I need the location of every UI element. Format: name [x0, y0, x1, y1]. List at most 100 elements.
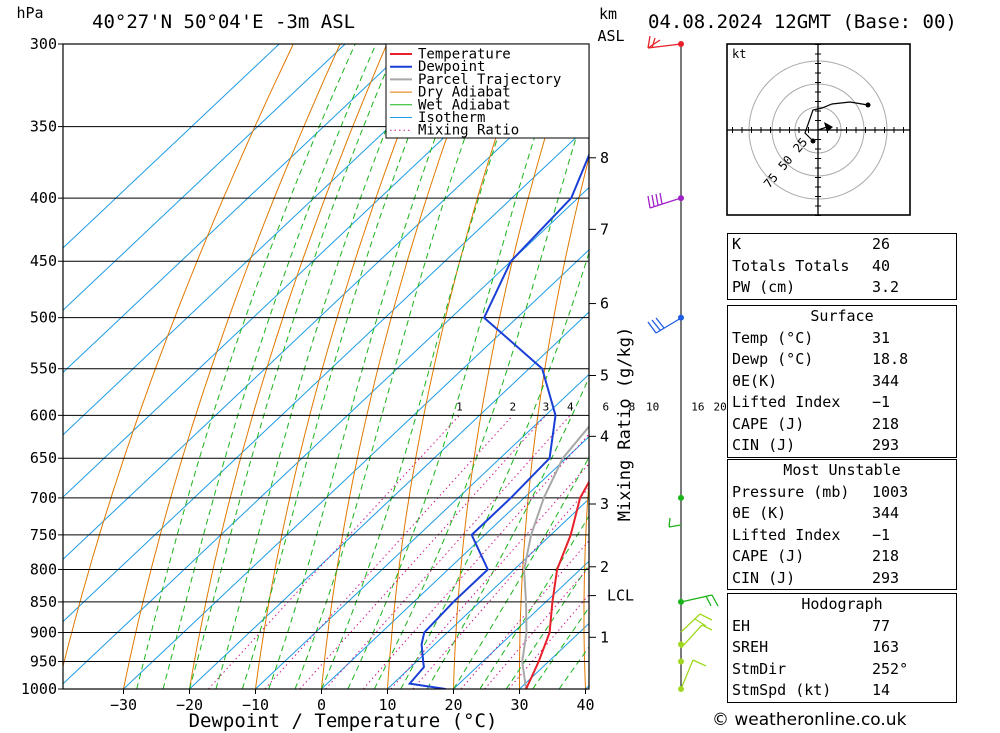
param-value: 293 — [872, 436, 900, 454]
hpa-label: hPa — [16, 4, 43, 22]
param-row: StmDir 252° — [728, 659, 956, 681]
param-label: Lifted Index — [732, 525, 841, 544]
legend-label: Dewpoint — [418, 59, 485, 75]
mixing-ratio-line — [460, 539, 589, 689]
legend-label: Temperature — [418, 47, 511, 63]
height-tick-label: 8 — [600, 149, 609, 167]
mixing-ratio-axis-title: Mixing Ratio (g/kg) — [615, 327, 635, 521]
mixing-ratio-value-label: 2 — [510, 400, 517, 413]
param-label: θE (K) — [732, 504, 787, 522]
hodograph-point — [865, 102, 871, 108]
param-value: 77 — [872, 616, 891, 635]
height-tick-label: 7 — [600, 220, 609, 238]
height-tick-label: 6 — [600, 295, 609, 313]
isotherm-line — [63, 44, 412, 374]
temperature-tick-label: 30 — [510, 696, 528, 714]
wind-barb — [647, 35, 682, 49]
mixing-ratio-line — [299, 414, 547, 689]
wet-adiabat-line — [189, 44, 398, 689]
param-row: K 26 — [728, 234, 956, 256]
pressure-tick-label: 350 — [30, 118, 57, 136]
param-row: CAPE (J) 218 — [728, 414, 956, 436]
param-value: 344 — [872, 371, 900, 390]
temperature-tick-label: −10 — [242, 696, 269, 714]
isotherm-line — [63, 44, 544, 498]
isotherm-line — [453, 560, 589, 689]
hodograph-point — [810, 138, 816, 144]
param-value: 31 — [872, 328, 891, 347]
hodograph-params-title: Hodograph — [801, 595, 883, 613]
wind-profile — [647, 35, 719, 692]
mixing-ratio-line — [362, 433, 589, 689]
mixing-ratio-value-label: 20 — [713, 400, 726, 413]
param-label: Pressure (mb) — [732, 482, 850, 501]
param-row: PW (cm) 3.2 — [728, 277, 956, 299]
mixing-ratio-line — [325, 414, 571, 689]
wet-adiabat-line — [532, 606, 589, 689]
param-label: θE(K) — [732, 371, 778, 390]
x-axis-title: Dewpoint / Temperature (°C) — [189, 710, 498, 732]
temperature-axis-labels: −30 −20 −10 0 10 20 30 40 — [110, 689, 595, 714]
dry-adiabat-line — [189, 44, 388, 689]
wet-adiabat-line — [215, 44, 421, 689]
height-axis-labels: 1 2 3 4 5 6 7 8 LCL — [589, 149, 634, 646]
wet-adiabat-line — [400, 251, 589, 689]
param-value: 218 — [872, 547, 900, 565]
isotherm-line — [63, 186, 589, 685]
param-value: −1 — [872, 393, 891, 411]
param-row: CIN (J) 293 — [728, 435, 956, 457]
wind-level-dot — [678, 658, 684, 665]
pressure-tick-label: 950 — [30, 653, 57, 671]
dry-adiabat-line — [985, 44, 1000, 689]
param-label: Totals Totals — [732, 256, 850, 275]
pressure-tick-label: 300 — [30, 35, 57, 53]
wind-barb — [680, 594, 719, 607]
pressure-tick-label: 650 — [30, 449, 57, 467]
param-value: 40 — [872, 256, 891, 275]
height-tick-label: 4 — [600, 427, 609, 445]
height-tick-label: 3 — [600, 495, 609, 513]
legend-label: Mixing Ratio — [418, 123, 519, 139]
param-label: Temp (°C) — [732, 328, 814, 347]
param-value: 293 — [872, 568, 900, 587]
credit-text: © weatheronline.co.uk — [712, 710, 907, 730]
location-title: 40°27'N 50°04'E -3m ASL — [92, 11, 355, 33]
pressure-tick-label: 800 — [30, 560, 57, 578]
parcel-trajectory-line — [521, 425, 589, 689]
most-unstable-panel: Most Unstable Pressure (mb) 1003 θE (K) 344… — [727, 459, 957, 590]
mixing-ratio-labels: 12346810162025 — [456, 400, 749, 413]
hodograph-params-panel: Hodograph EH 77 SREH 163 StmDir 252° StmSpd (k… — [727, 593, 957, 703]
pressure-tick-label: 750 — [30, 526, 57, 544]
param-label: EH — [732, 616, 751, 635]
wet-adiabat-line — [268, 44, 471, 689]
legend-label: Wet Adiabat — [418, 97, 511, 113]
isotherm-line — [63, 62, 589, 560]
isobar-lines — [63, 43, 589, 690]
pressure-tick-label: 850 — [30, 593, 57, 611]
storm-motion-line — [817, 125, 831, 131]
pressure-tick-label: 1000 — [21, 680, 57, 698]
mixing-ratio-line — [484, 566, 589, 689]
param-label: K — [732, 235, 742, 253]
datetime-title: 04.08.2024 12GMT (Base: 00) — [648, 11, 957, 33]
mixing-ratio-value-label: 6 — [602, 400, 609, 413]
param-label: PW (cm) — [732, 278, 796, 296]
param-value: 218 — [872, 414, 900, 433]
param-row: Pressure (mb) 1003 — [728, 482, 956, 504]
param-value: 26 — [872, 235, 891, 253]
param-value: −1 — [872, 525, 891, 544]
temperature-tick-label: 20 — [444, 696, 462, 714]
param-label: StmDir — [732, 659, 787, 678]
wind-barb — [680, 613, 713, 633]
mixing-ratio-value-label: 4 — [567, 400, 574, 413]
mixing-ratio-value-label: 16 — [691, 400, 704, 413]
surface-title: Surface — [810, 307, 874, 325]
asl-label: ASL — [597, 27, 624, 45]
wet-adiabat-line — [426, 376, 589, 689]
param-value: 14 — [872, 681, 891, 699]
param-label: Lifted Index — [732, 393, 841, 411]
legend-label: Dry Adiabat — [418, 85, 511, 101]
mixing-ratio-value-label: 3 — [543, 400, 550, 413]
dry-adiabat-line — [583, 474, 589, 689]
wet-adiabat-line — [241, 44, 445, 689]
